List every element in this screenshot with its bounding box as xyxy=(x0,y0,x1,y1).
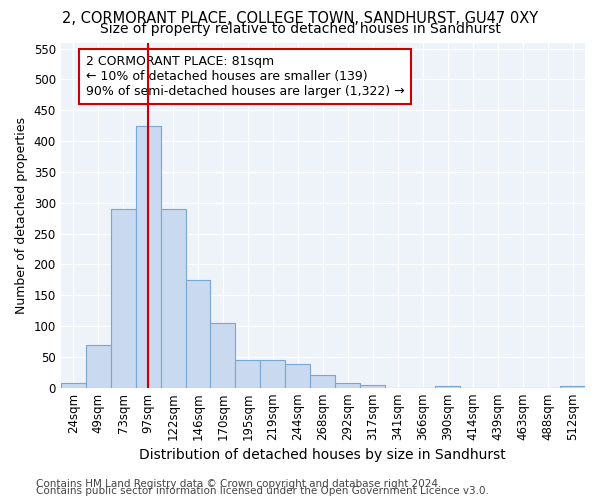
Text: 2, CORMORANT PLACE, COLLEGE TOWN, SANDHURST, GU47 0XY: 2, CORMORANT PLACE, COLLEGE TOWN, SANDHU… xyxy=(62,11,538,26)
Bar xyxy=(86,344,110,388)
Text: Contains HM Land Registry data © Crown copyright and database right 2024.: Contains HM Land Registry data © Crown c… xyxy=(36,479,442,489)
Y-axis label: Number of detached properties: Number of detached properties xyxy=(15,116,28,314)
Bar xyxy=(335,382,360,388)
Bar xyxy=(136,126,161,388)
Bar xyxy=(435,386,460,388)
Text: Size of property relative to detached houses in Sandhurst: Size of property relative to detached ho… xyxy=(100,22,500,36)
Bar xyxy=(185,280,211,388)
X-axis label: Distribution of detached houses by size in Sandhurst: Distribution of detached houses by size … xyxy=(139,448,506,462)
Bar xyxy=(286,364,310,388)
Bar xyxy=(260,360,286,388)
Text: Contains public sector information licensed under the Open Government Licence v3: Contains public sector information licen… xyxy=(36,486,489,496)
Text: 2 CORMORANT PLACE: 81sqm
← 10% of detached houses are smaller (139)
90% of semi-: 2 CORMORANT PLACE: 81sqm ← 10% of detach… xyxy=(86,55,404,98)
Bar xyxy=(161,209,185,388)
Bar xyxy=(110,209,136,388)
Bar xyxy=(211,323,235,388)
Bar xyxy=(360,384,385,388)
Bar xyxy=(310,376,335,388)
Bar xyxy=(61,382,86,388)
Bar xyxy=(560,386,585,388)
Bar xyxy=(235,360,260,388)
